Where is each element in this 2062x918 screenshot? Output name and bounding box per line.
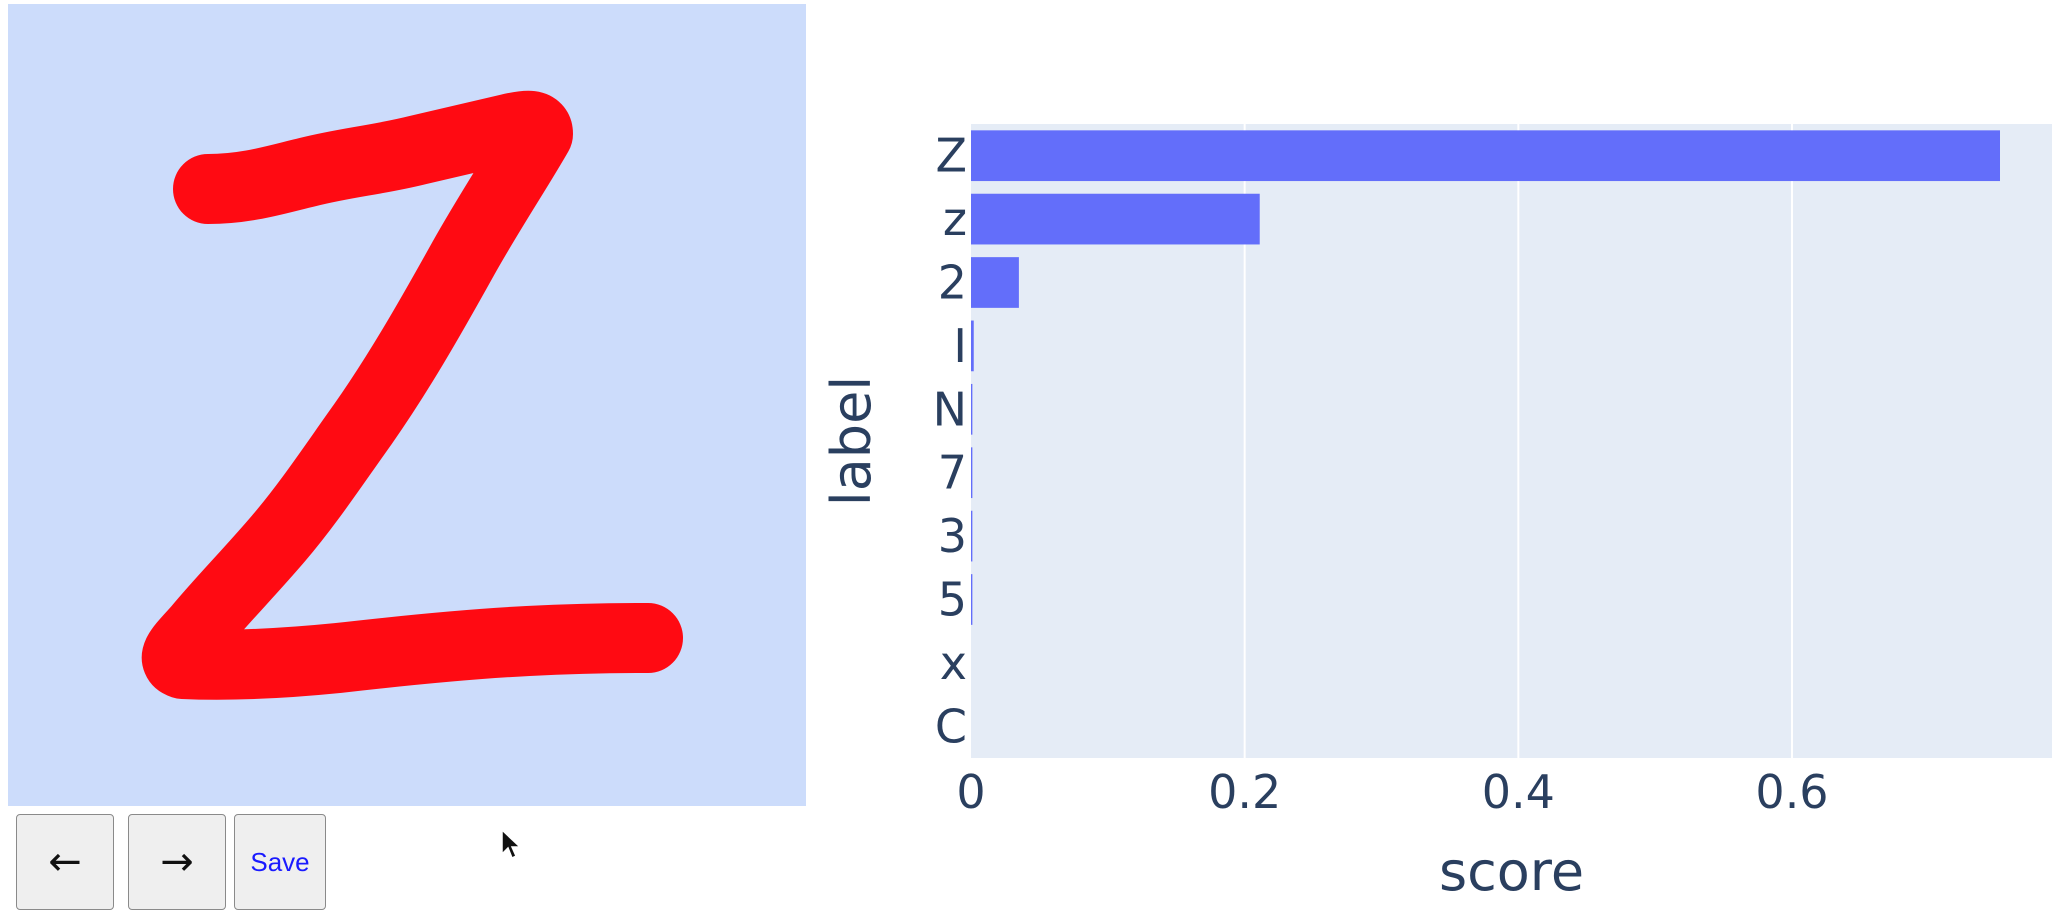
- bar-z: [971, 193, 1260, 245]
- drawing-canvas[interactable]: [8, 4, 806, 806]
- bar-N: [971, 383, 973, 435]
- y-tick-label: N: [933, 382, 967, 436]
- y-tick-label: z: [943, 192, 967, 246]
- handwritten-z-stroke: [142, 90, 683, 700]
- y-tick-label: Z: [935, 129, 967, 183]
- y-tick-label: x: [940, 636, 967, 690]
- back-button[interactable]: ←: [16, 814, 114, 910]
- y-tick-label: 7: [938, 446, 967, 500]
- save-button[interactable]: Save: [234, 814, 326, 910]
- bar-2: [971, 257, 1019, 308]
- y-tick-label: 3: [938, 509, 967, 563]
- y-tick-label: 5: [938, 573, 967, 627]
- x-tick-label: 0.4: [1482, 765, 1555, 819]
- bar-7: [971, 447, 973, 499]
- bar-Z: [971, 130, 2001, 182]
- x-axis-title: score: [1439, 840, 1584, 903]
- y-tick-label: 2: [938, 256, 967, 310]
- forward-button[interactable]: →: [128, 814, 226, 910]
- x-tick-label: 0: [956, 765, 985, 819]
- y-tick-label: C: [935, 699, 967, 753]
- bar-3: [971, 510, 973, 562]
- save-button-label: Save: [250, 846, 310, 877]
- x-tick-label: 0.6: [1755, 765, 1828, 819]
- bar-5: [971, 574, 973, 625]
- score-bar-chart: Zz 2 IN 7 3 5 xC 0 0.2 0.4 0.6 score label: [820, 124, 2052, 903]
- bar-I: [971, 320, 974, 372]
- arrow-left-icon: ←: [48, 839, 82, 885]
- arrow-right-icon: →: [160, 839, 194, 885]
- y-tick-label: I: [953, 319, 967, 373]
- mouse-cursor-icon: [501, 828, 522, 860]
- y-axis-title: label: [820, 376, 883, 507]
- x-tick-label: 0.2: [1208, 765, 1281, 819]
